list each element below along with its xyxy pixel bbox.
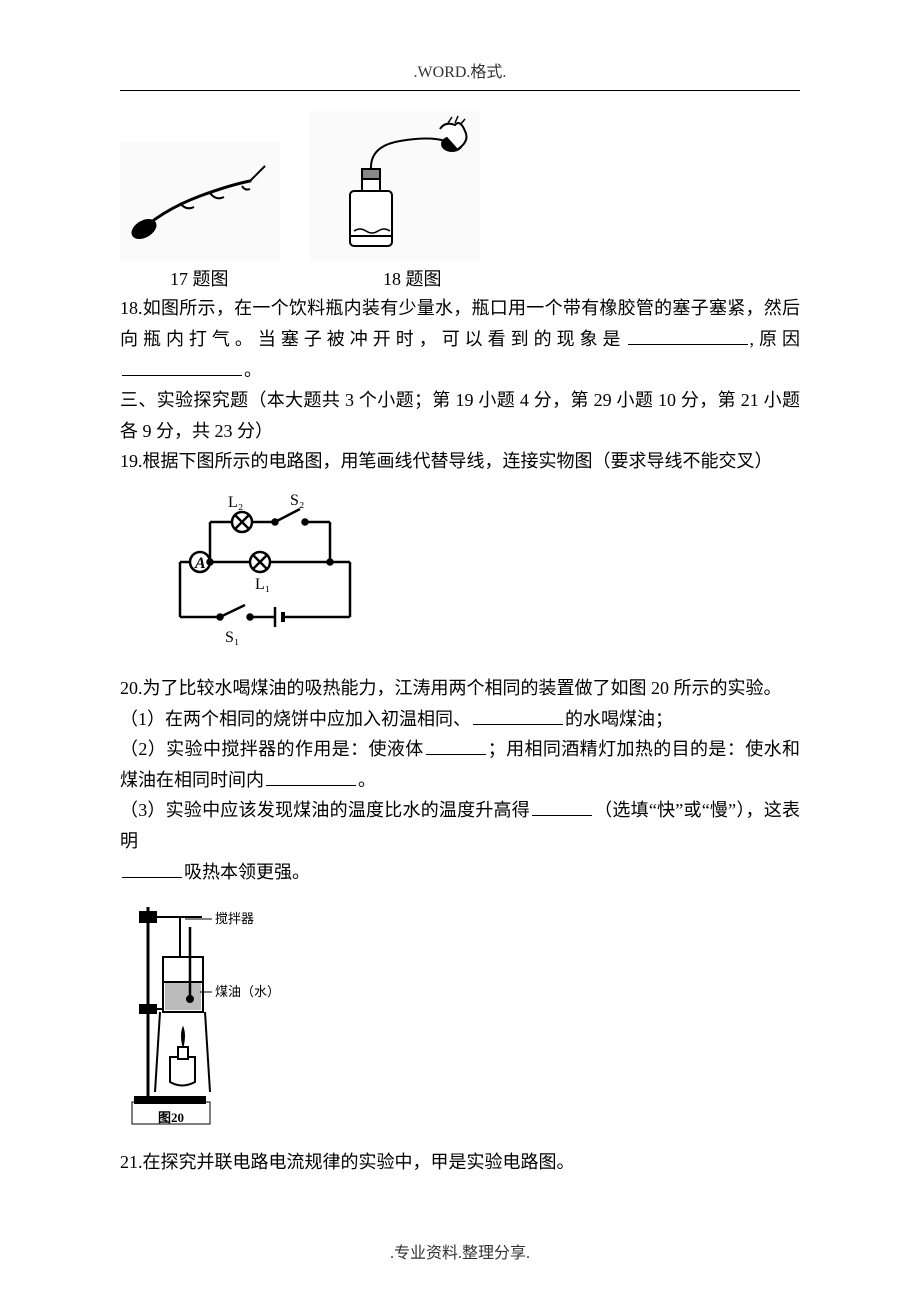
q20-p2-blank2 — [266, 767, 356, 786]
page-footer: .专业资料.整理分享. — [0, 1241, 920, 1267]
q18-blank-1 — [628, 326, 748, 345]
q20-p1-b: 的水喝煤油； — [565, 709, 673, 729]
circuit-diagram: L₂ S₂ A L₁ S₁ — [160, 487, 370, 657]
figure-captions: 17 题图 18 题图 — [120, 265, 800, 294]
fig20-label-stirrer: 搅拌器 — [215, 911, 254, 926]
caption-17: 17 题图 — [170, 265, 229, 294]
figure-18 — [310, 111, 480, 261]
q20-p2-blank1 — [426, 736, 486, 755]
page-header: .WORD.格式. — [120, 60, 800, 86]
figure-row — [120, 111, 800, 261]
q18-text-c: 。 — [244, 360, 262, 380]
q18-blank-2 — [122, 357, 242, 376]
section-3-title: 三、实验探究题（本大题共 3 个小题；第 19 小题 4 分，第 29 小题 1… — [120, 385, 800, 446]
q20-p3-a: （3）实验中应该发现煤油的温度比水的温度升高得 — [120, 800, 530, 820]
q20-p2-a: （2）实验中搅拌器的作用是：使液体 — [120, 739, 424, 759]
circuit-label-s1: S₁ — [225, 629, 239, 646]
q20-p1-a: （1）在两个相同的烧饼中应加入初温相同、 — [120, 709, 471, 729]
q18-text-b: ,原因 — [750, 329, 800, 349]
question-20-p3: （3）实验中应该发现煤油的温度比水的温度升高得（选填“快”或“慢”），这表明吸热… — [120, 795, 800, 887]
circuit-label-a: A — [194, 555, 206, 572]
question-21: 21.在探究并联电路电流规律的实验中，甲是实验电路图。 — [120, 1147, 800, 1178]
question-19: 19.根据下图所示的电路图，用笔画线代替导线，连接实物图（要求导线不能交叉） — [120, 446, 800, 477]
question-20-p2: （2）实验中搅拌器的作用是：使液体；用相同酒精灯加热的目的是：使水和煤油在相同时… — [120, 734, 800, 795]
q20-p3-c: 吸热本领更强。 — [184, 862, 310, 882]
figure-17 — [120, 141, 280, 261]
page: .WORD.格式. — [0, 0, 920, 1302]
fig20-label-liquid: 煤油（水） — [215, 984, 280, 999]
circuit-label-l1: L₁ — [255, 576, 270, 593]
q20-p1-blank — [473, 706, 563, 725]
caption-18: 18 题图 — [383, 265, 442, 294]
q20-p3-blank1 — [532, 797, 592, 816]
circuit-label-l2: L₂ — [228, 494, 243, 511]
fig20-caption: 图20 — [158, 1110, 184, 1125]
figure-20: 搅拌器 煤油（水） 图20 — [130, 897, 280, 1127]
circuit-label-s2: S₂ — [290, 492, 304, 509]
question-18: 18.如图所示，在一个饮料瓶内装有少量水，瓶口用一个带有橡胶管的塞子塞紧，然后向… — [120, 293, 800, 385]
header-rule — [120, 90, 800, 91]
question-20-p1: （1）在两个相同的烧饼中应加入初温相同、 的水喝煤油； — [120, 704, 800, 735]
question-20-intro: 20.为了比较水喝煤油的吸热能力，江涛用两个相同的装置做了如图 20 所示的实验… — [120, 673, 800, 704]
q20-p3-blank2 — [122, 859, 182, 878]
q20-p2-c: 。 — [358, 770, 376, 790]
